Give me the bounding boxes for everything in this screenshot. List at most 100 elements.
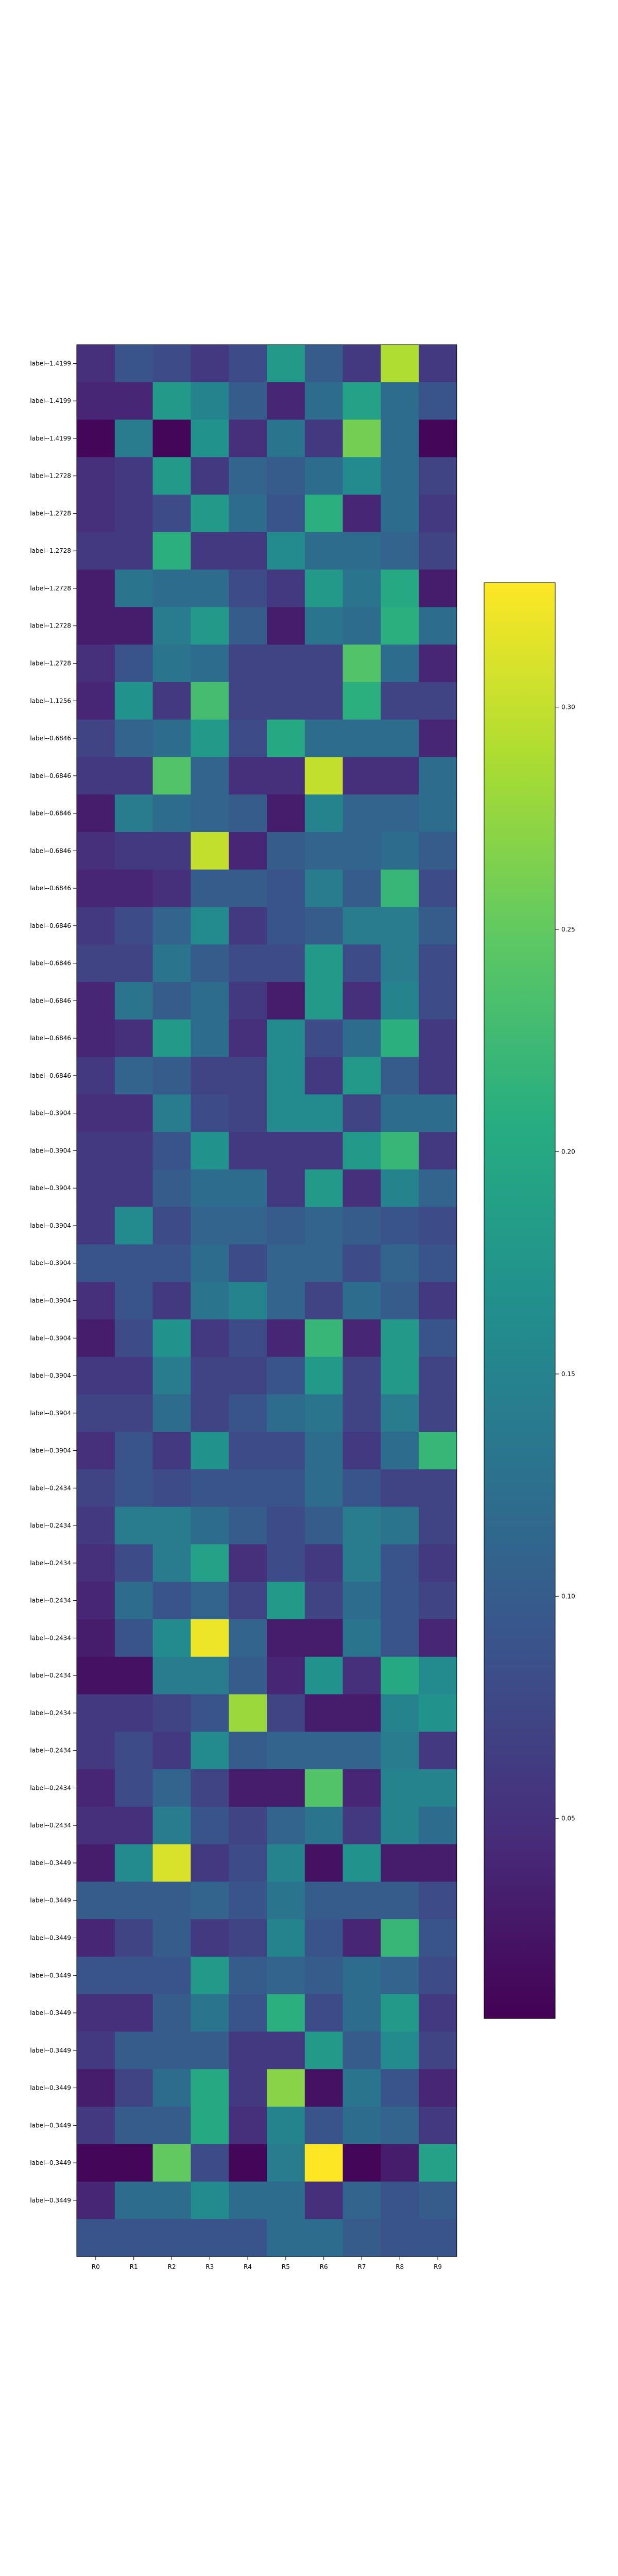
heatmap-cell — [152, 1282, 191, 1320]
heatmap-cell — [342, 1244, 381, 1282]
heatmap-cell — [114, 2031, 153, 2070]
heatmap-cell — [342, 1469, 381, 1507]
heatmap-cell — [229, 1694, 267, 1732]
heatmap-cell — [152, 982, 191, 1020]
heatmap-cell — [381, 1432, 419, 1470]
heatmap-cell — [419, 1994, 457, 2032]
heatmap-cell — [304, 607, 344, 645]
colorbar — [484, 582, 556, 2019]
heatmap-cell — [267, 1994, 305, 2032]
y-tick-label: label--0.3449 — [30, 2084, 71, 2092]
heatmap-cell — [114, 1282, 153, 1320]
heatmap-cell — [419, 2106, 457, 2145]
y-tick-label: label--0.3904 — [30, 1184, 71, 1192]
heatmap-cell — [152, 1994, 191, 2032]
heatmap-cell — [342, 1844, 381, 1882]
heatmap-cell — [304, 1544, 344, 1582]
heatmap-cell — [304, 719, 344, 758]
heatmap-cell — [114, 1919, 153, 1957]
heatmap-cell — [342, 569, 381, 607]
heatmap-cell — [229, 719, 267, 758]
heatmap-cell — [114, 1094, 153, 1132]
heatmap-cell — [381, 1394, 419, 1432]
heatmap-cell — [267, 569, 305, 607]
heatmap-cell — [114, 794, 153, 833]
heatmap-cell — [419, 607, 457, 645]
heatmap-cell — [191, 1207, 229, 1245]
heatmap-cell — [152, 2144, 191, 2182]
heatmap-cell — [114, 1469, 153, 1507]
heatmap-cell — [77, 1432, 115, 1470]
x-axis-ticks: R0 R1 R2 R3 R4 R5 R6 R7 R8 R9 — [92, 2257, 442, 2270]
heatmap-cell — [77, 1319, 115, 1358]
y-tick-label: label--0.3904 — [30, 1372, 71, 1379]
heatmap-cell — [419, 1394, 457, 1432]
heatmap-cell — [267, 1582, 305, 1620]
y-tick-label: label--0.3449 — [30, 1897, 71, 1904]
heatmap-cell — [381, 1207, 419, 1245]
heatmap-cell — [342, 832, 381, 870]
heatmap-cell — [114, 1619, 153, 1657]
heatmap-cell — [342, 907, 381, 945]
x-tick-label: R9 — [434, 2263, 442, 2270]
y-tick-label: label--0.3449 — [30, 2159, 71, 2166]
heatmap-cell — [381, 1806, 419, 1845]
y-tick-label: label--0.6846 — [30, 960, 71, 967]
heatmap-cell — [77, 757, 115, 795]
heatmap-cell — [77, 457, 115, 495]
heatmap-cell — [229, 1806, 267, 1845]
heatmap-cell — [304, 832, 344, 870]
heatmap-cell — [114, 419, 153, 457]
heatmap-cell — [114, 719, 153, 758]
heatmap-cell — [419, 569, 457, 607]
heatmap-cell — [342, 1806, 381, 1845]
heatmap-cell — [381, 1544, 419, 1582]
heatmap-cell — [191, 1132, 229, 1170]
heatmap-cell — [77, 345, 115, 383]
heatmap-cell — [342, 1694, 381, 1732]
y-tick-label: label--1.2728 — [30, 472, 71, 480]
heatmap-cell — [381, 2219, 419, 2257]
heatmap-cell — [267, 982, 305, 1020]
heatmap-cell — [304, 1132, 344, 1170]
heatmap-cell — [114, 682, 153, 720]
heatmap-cell — [419, 1956, 457, 1995]
y-tick-label: label--0.3904 — [30, 1222, 71, 1229]
heatmap-cell — [342, 1506, 381, 1545]
heatmap-cell — [77, 1582, 115, 1620]
heatmap-cell — [342, 1432, 381, 1470]
heatmap-cell — [77, 982, 115, 1020]
heatmap-cell — [229, 1844, 267, 1882]
heatmap-cell — [381, 2106, 419, 2145]
heatmap-cell — [77, 1357, 115, 1395]
y-tick-label: label--0.3449 — [30, 2047, 71, 2054]
heatmap-cell — [77, 569, 115, 607]
heatmap-cell — [77, 419, 115, 457]
heatmap-cell — [304, 532, 344, 570]
heatmap-cell — [267, 1244, 305, 1282]
heatmap-cell — [419, 1094, 457, 1132]
heatmap-cell — [419, 1432, 457, 1470]
heatmap-cell — [191, 607, 229, 645]
heatmap-cell — [191, 1506, 229, 1545]
heatmap-cell — [419, 457, 457, 495]
heatmap-cell — [229, 1469, 267, 1507]
heatmap-cell — [152, 1544, 191, 1582]
heatmap-cell — [419, 2144, 457, 2182]
heatmap-cell — [381, 457, 419, 495]
heatmap-cell — [304, 1994, 344, 2032]
heatmap-cell — [419, 1582, 457, 1620]
heatmap-cell — [229, 1019, 267, 1058]
heatmap-cell — [152, 607, 191, 645]
heatmap-cell — [152, 719, 191, 758]
heatmap-cell — [114, 982, 153, 1020]
heatmap-cell — [191, 1357, 229, 1395]
x-tick-label: R7 — [358, 2263, 366, 2270]
heatmap-cell — [267, 419, 305, 457]
heatmap-cell — [77, 1244, 115, 1282]
heatmap-cell — [152, 1582, 191, 1620]
heatmap-cell — [77, 1394, 115, 1432]
y-tick-label: label--0.2434 — [30, 1672, 71, 1679]
heatmap-cell — [304, 345, 344, 383]
heatmap-cell — [381, 532, 419, 570]
